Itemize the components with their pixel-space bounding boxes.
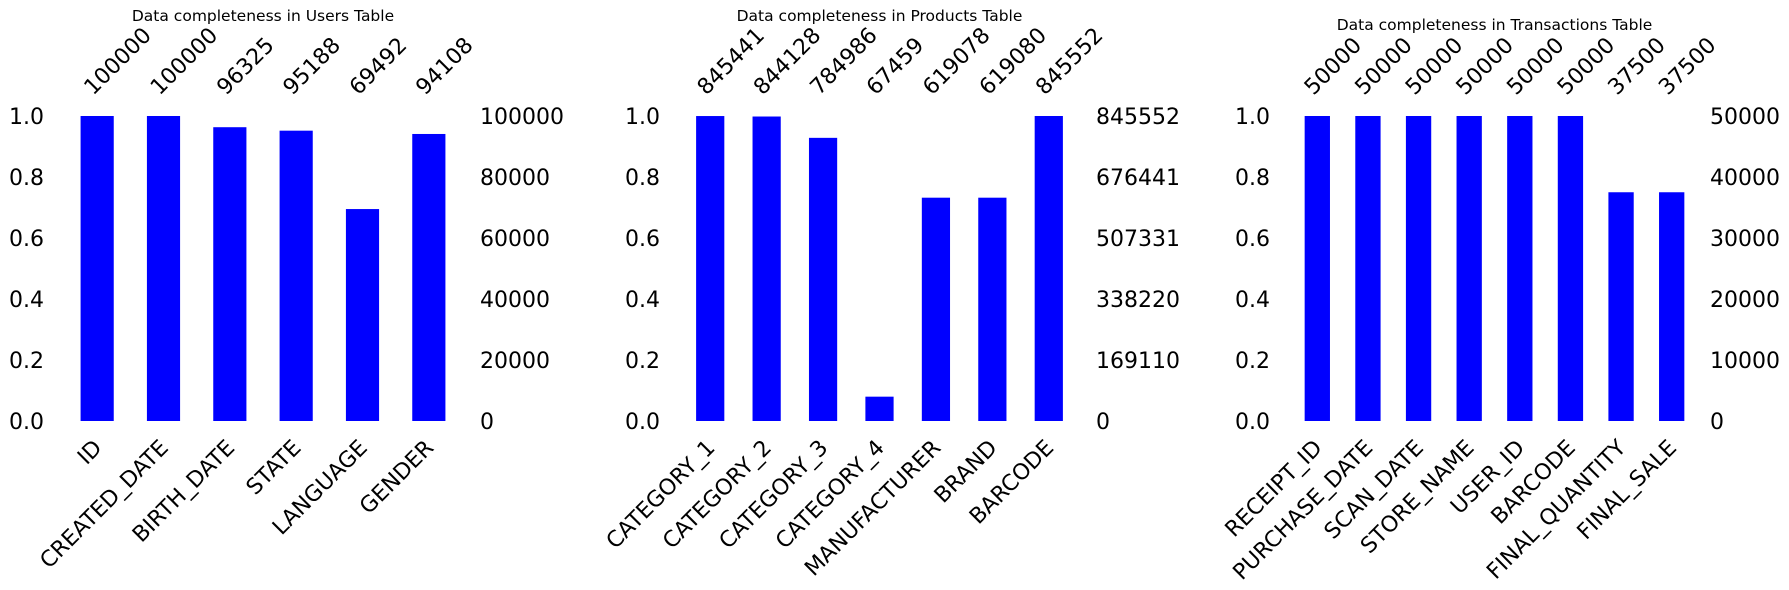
left-axis-tick-label: 1.0 [9, 105, 44, 130]
right-axis-tick-label: 0 [1096, 410, 1110, 435]
right-axis-tick-label: 20000 [480, 349, 550, 374]
chart-title: Data completeness in Transactions Table [1337, 16, 1653, 34]
right-axis-tick-label: 60000 [480, 227, 550, 252]
bar [412, 133, 446, 422]
bar [696, 116, 725, 422]
right-axis-tick-label: 100000 [480, 105, 564, 130]
right-axis-tick-label: 30000 [1710, 227, 1780, 252]
bar [808, 137, 838, 421]
bar [1456, 116, 1482, 421]
bar [80, 116, 114, 421]
category-label: STATE [242, 436, 307, 501]
right-axis-tick-label: 676441 [1096, 166, 1180, 191]
right-axis-tick-label: 40000 [1710, 166, 1780, 191]
left-axis-tick-label: 0.0 [625, 410, 660, 435]
left-axis-tick-label: 1.0 [1235, 105, 1270, 130]
count-label: 100000 [80, 23, 157, 100]
bar [1355, 116, 1381, 421]
left-axis-tick-label: 0.4 [625, 288, 660, 313]
bar [146, 116, 181, 421]
chart-title: Data completeness in Products Table [737, 7, 1023, 25]
left-axis-tick-label: 0.6 [1235, 227, 1270, 252]
right-axis-tick-label: 0 [1710, 410, 1724, 435]
bar [1304, 116, 1330, 421]
right-axis-tick-label: 507331 [1096, 227, 1180, 252]
right-axis-tick-label: 20000 [1710, 288, 1780, 313]
count-label: 94108 [411, 33, 478, 100]
right-axis-tick-label: 40000 [480, 288, 550, 313]
left-axis-tick-label: 0.0 [9, 410, 44, 435]
left-axis-tick-label: 1.0 [625, 105, 660, 130]
count-label: 100000 [146, 23, 223, 100]
left-axis-tick-label: 0.2 [625, 349, 660, 374]
left-axis-tick-label: 0.8 [625, 166, 660, 191]
count-label: 37500 [1654, 33, 1721, 100]
bar [1557, 116, 1584, 421]
chart-title: Data completeness in Users Table [132, 7, 394, 25]
count-label: 95188 [279, 33, 346, 100]
left-axis-tick-label: 0.0 [1235, 410, 1270, 435]
left-axis-tick-label: 0.8 [1235, 166, 1270, 191]
bar [1659, 192, 1685, 421]
bar [1507, 116, 1533, 421]
left-axis-tick-label: 0.2 [9, 349, 44, 374]
left-axis-tick-label: 0.4 [9, 288, 44, 313]
right-axis-tick-label: 10000 [1710, 349, 1780, 374]
bar [345, 209, 380, 421]
right-axis-tick-label: 338220 [1096, 288, 1180, 313]
category-label: ID [73, 436, 107, 470]
bar [921, 197, 951, 421]
bar [752, 116, 781, 422]
left-axis-tick-label: 0.8 [9, 166, 44, 191]
bar [279, 130, 313, 421]
right-axis-tick-label: 50000 [1710, 105, 1780, 130]
count-label: 69492 [345, 33, 412, 100]
count-label: 96325 [212, 33, 279, 100]
bar [865, 396, 894, 421]
right-axis-tick-label: 0 [480, 410, 494, 435]
left-axis-tick-label: 0.6 [9, 227, 44, 252]
category-label: GENDER [355, 436, 439, 520]
right-axis-tick-label: 845552 [1096, 105, 1180, 130]
bar [1608, 192, 1634, 421]
left-axis-tick-label: 0.4 [1235, 288, 1270, 313]
right-axis-tick-label: 80000 [480, 166, 550, 191]
left-axis-tick-label: 0.2 [1235, 349, 1270, 374]
left-axis-tick-label: 0.6 [625, 227, 660, 252]
bar [1405, 116, 1432, 421]
right-axis-tick-label: 169110 [1096, 349, 1180, 374]
bar [978, 197, 1007, 421]
bar [213, 127, 247, 422]
bar [1034, 116, 1063, 421]
